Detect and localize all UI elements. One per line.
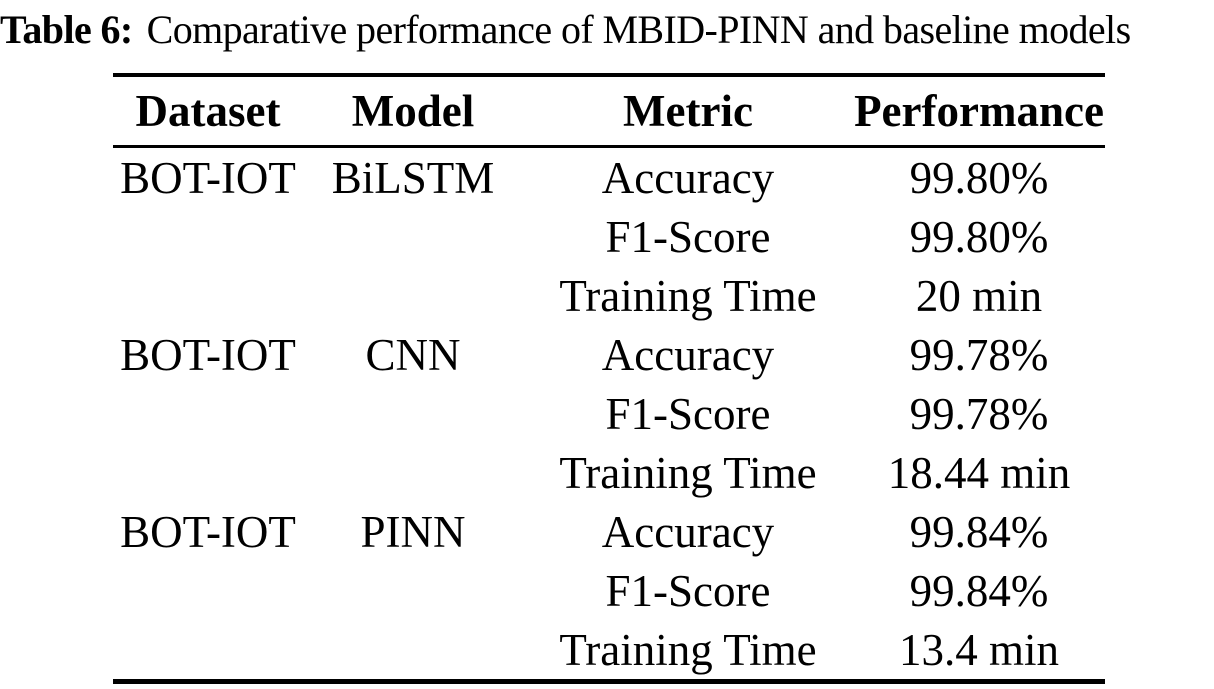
cell-metric: F1-Score (605, 565, 771, 616)
cell-metric: Accuracy (601, 329, 775, 380)
table-row: BOT-IOT PINN Accuracy 99.84% (113, 502, 1105, 561)
table-caption-text: Comparative performance of MBID-PINN and… (146, 7, 1131, 52)
cell-dataset: BOT-IOT (120, 152, 296, 203)
cell-dataset (113, 384, 303, 443)
table-row: F1-Score 99.80% (113, 207, 1105, 266)
cell-performance: 99.80% (909, 152, 1049, 203)
cell-performance: 99.80% (909, 211, 1049, 262)
cell-metric: F1-Score (605, 211, 771, 262)
cell-performance: 99.84% (909, 565, 1049, 616)
cell-model (303, 266, 523, 325)
cell-model (303, 384, 523, 443)
cell-performance: 99.84% (909, 506, 1049, 557)
cell-model (303, 561, 523, 620)
cell-performance: 99.78% (909, 388, 1049, 439)
cell-dataset (113, 443, 303, 502)
header-dataset: Dataset (113, 75, 303, 148)
table-row: BOT-IOT BiLSTM Accuracy 99.80% (113, 147, 1105, 208)
table-row: Training Time 20 min (113, 266, 1105, 325)
table-caption: Table 6: Comparative performance of MBID-… (0, 6, 1214, 54)
cell-metric: Accuracy (601, 506, 775, 557)
cell-metric: Accuracy (601, 152, 775, 203)
table-row: Training Time 18.44 min (113, 443, 1105, 502)
table-row: F1-Score 99.84% (113, 561, 1105, 620)
cell-dataset (113, 620, 303, 682)
cell-dataset (113, 266, 303, 325)
cell-model: BiLSTM (331, 152, 495, 203)
cell-dataset (113, 207, 303, 266)
cell-performance: 13.4 min (898, 624, 1059, 675)
table-row: Training Time 13.4 min (113, 620, 1105, 682)
cell-performance: 20 min (915, 270, 1043, 321)
table-row: BOT-IOT CNN Accuracy 99.78% (113, 325, 1105, 384)
cell-model (303, 443, 523, 502)
cell-metric: Training Time (559, 447, 817, 498)
cell-metric: Training Time (559, 270, 817, 321)
cell-dataset (113, 561, 303, 620)
cell-dataset: BOT-IOT (120, 329, 296, 380)
header-metric: Metric (523, 75, 853, 148)
header-performance: Performance (853, 75, 1105, 148)
cell-performance: 99.78% (909, 329, 1049, 380)
table-caption-label: Table 6: (0, 7, 133, 52)
cell-metric: F1-Score (605, 388, 771, 439)
comparative-performance-table: Dataset Model Metric Performance BOT-IOT… (113, 73, 1105, 684)
cell-dataset: BOT-IOT (120, 506, 296, 557)
cell-model (303, 207, 523, 266)
cell-metric: Training Time (559, 624, 817, 675)
cell-performance: 18.44 min (887, 447, 1071, 498)
cell-model: PINN (360, 506, 466, 557)
table-row: F1-Score 99.78% (113, 384, 1105, 443)
header-model: Model (303, 75, 523, 148)
table-header-row: Dataset Model Metric Performance (113, 75, 1105, 148)
cell-model (303, 620, 523, 682)
cell-model: CNN (365, 329, 461, 380)
